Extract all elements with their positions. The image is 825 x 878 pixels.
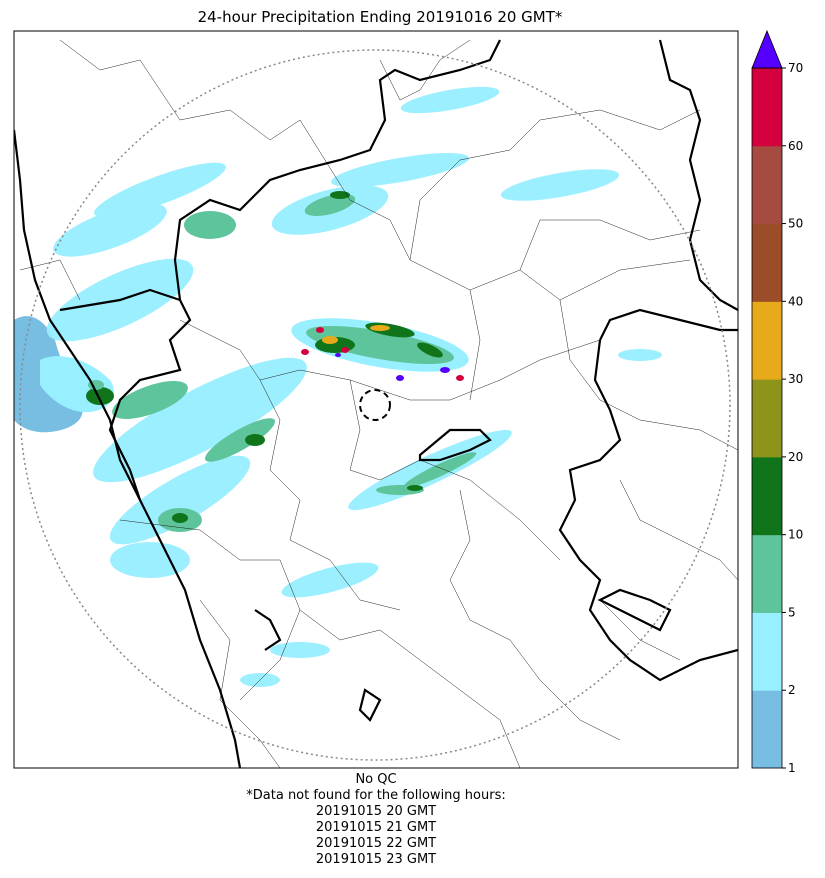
colorbar-tick-label: 20 [788, 450, 803, 464]
colorbar-ticks: 1 2 5 10 20 30 40 50 60 70 [782, 61, 803, 775]
precipitation-layer [14, 86, 662, 687]
missing-hour: 20191015 23 GMT [315, 852, 437, 867]
radar-site-marker [359, 389, 391, 421]
qc-note: No QC [355, 772, 397, 787]
footnotes: No QC *Data not found for the following … [0, 772, 752, 868]
state-border [14, 39, 738, 768]
colorbar-tick-label: 5 [788, 605, 796, 619]
colorbar-over-arrow [751, 29, 783, 69]
missing-hour: 20191015 20 GMT [315, 804, 437, 819]
colorbar-tick-label: 1 [788, 761, 796, 775]
map-frame [13, 30, 739, 769]
colorbar-tick-label: 70 [788, 61, 803, 75]
colorbar-frame [751, 67, 783, 769]
colorbar-bin [752, 534, 782, 613]
colorbar-tick-label: 2 [788, 683, 796, 697]
radar-range-ring [19, 49, 731, 761]
colorbar-bin [752, 68, 782, 147]
colorbar-tick-label: 50 [788, 217, 803, 231]
colorbar-bin [752, 223, 782, 302]
missing-hour: 20191015 22 GMT [315, 836, 437, 851]
colorbar-bin [752, 456, 782, 536]
colorbar-tick-label: 10 [788, 528, 803, 542]
colorbar-bin [752, 145, 782, 225]
colorbar-bin [752, 379, 782, 458]
district-boundaries [19, 39, 738, 768]
colorbar-bin [752, 612, 782, 691]
missing-hour: 20191015 21 GMT [315, 820, 437, 835]
missing-data-header: *Data not found for the following hours: [246, 788, 506, 803]
map-title: 24-hour Precipitation Ending 20191016 20… [197, 8, 563, 26]
colorbar-tick-label: 60 [788, 139, 803, 153]
colorbar-bin [752, 690, 782, 769]
colorbar-tick-label: 30 [788, 372, 803, 386]
colorbar-bins [752, 68, 782, 769]
colorbar-bin [752, 301, 782, 380]
colorbar-tick-label: 40 [788, 294, 803, 308]
